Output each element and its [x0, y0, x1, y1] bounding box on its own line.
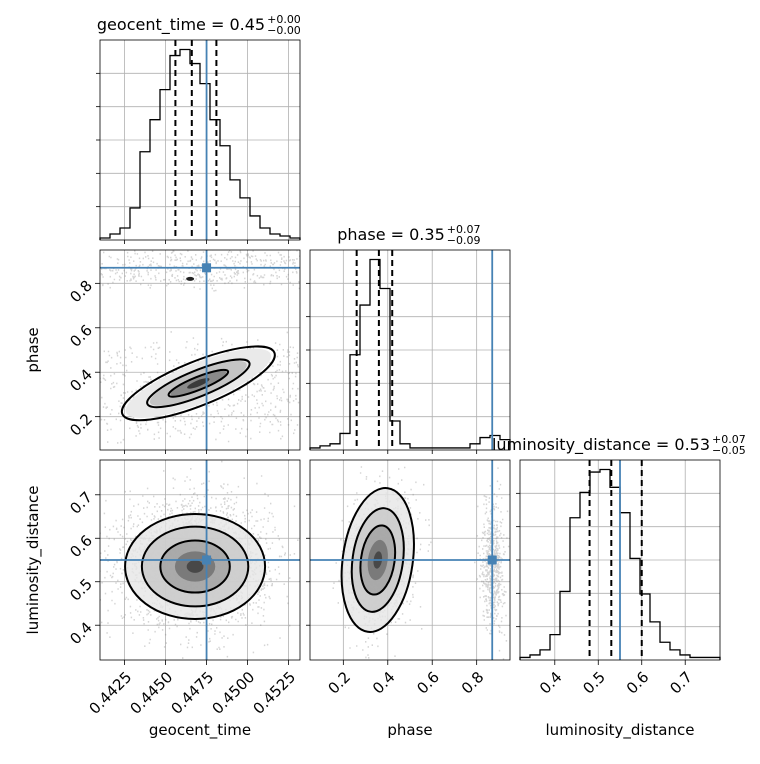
hist-step-luminosity_distance [519, 468, 721, 660]
tick-label: 0.4525 [249, 668, 299, 718]
panel-border [519, 459, 721, 661]
tick-label: 0.8 [66, 277, 96, 307]
panel-border [99, 39, 301, 241]
panel-phase-vs-luminosity_distance [309, 459, 511, 661]
inner-ticks [306, 494, 310, 626]
contour [167, 368, 230, 398]
inner-ticks [342, 450, 478, 454]
contour [159, 539, 231, 594]
tick-label: 0.5 [66, 575, 96, 605]
tick-label: 0.4 [66, 618, 96, 648]
tick-label: 0.4475 [167, 668, 217, 718]
x-axis-phase: 0.2 0.4 0.6 0.8 phase [324, 660, 487, 739]
panel-title-geocent_time: geocent_time = 0.45 +0.00−0.00 [97, 13, 301, 37]
tick-label: 0.7 [66, 488, 96, 518]
y-axis-label-phase: phase [24, 327, 42, 372]
x-axis-label-luminosity_distance: luminosity_distance [546, 721, 695, 740]
y-axis-label-luminosity_distance: luminosity_distance [24, 486, 43, 635]
panel-content [100, 460, 299, 660]
hist-step-geocent_time [99, 48, 301, 240]
contour [124, 513, 267, 621]
tick-label: 0.4450 [126, 668, 176, 718]
panel-border [309, 459, 511, 661]
panel-geocent_time-vs-luminosity_distance [99, 459, 301, 661]
hist-step-phase [309, 258, 511, 450]
tick-label: 0.6 [413, 668, 443, 698]
x-axis-label-geocent_time: geocent_time [149, 721, 251, 740]
x-axis-label-phase: phase [387, 721, 432, 739]
tick-label: 0.6 [66, 321, 96, 351]
panel-content [332, 466, 510, 660]
contour [359, 524, 397, 596]
tick-label: 0.4425 [85, 668, 135, 718]
hist-panel-luminosity_distance: luminosity_distance = 0.53 +0.07−0.05 [492, 433, 746, 661]
contour [146, 358, 251, 409]
inner-ticks [124, 450, 289, 454]
contour [140, 525, 250, 608]
panel-border [99, 249, 301, 451]
contour [340, 487, 415, 633]
title-text: phase = 0.35 [337, 225, 444, 244]
y-axis-luminosity_distance: 0.4 0.5 0.6 0.7 luminosity_distance [24, 486, 100, 648]
panel-title-luminosity_distance: luminosity_distance = 0.53 +0.07−0.05 [492, 433, 746, 457]
title-sup: +0.00 [267, 13, 301, 26]
tick-label: 0.6 [623, 668, 653, 698]
tick-label: 0.8 [458, 668, 488, 698]
tick-label: 0.7 [666, 668, 696, 698]
density-spot [186, 276, 195, 281]
truth-marker [202, 263, 212, 273]
hist-panel-geocent_time: geocent_time = 0.45 +0.00−0.00 [96, 13, 301, 241]
panel-geocent_time-vs-phase [99, 249, 301, 451]
tick-label: 0.4 [369, 668, 399, 698]
tick-label: 0.4 [66, 366, 96, 396]
panel-border [309, 249, 511, 451]
title-sub: −0.05 [712, 444, 746, 457]
y-axis-phase: 0.2 0.4 0.6 0.8 phase [24, 277, 100, 440]
title-text: luminosity_distance = 0.53 [492, 435, 710, 455]
tick-label: 0.6 [66, 532, 96, 562]
truth-marker [202, 555, 212, 565]
title-sup: +0.07 [712, 433, 746, 446]
tick-label: 0.4 [536, 668, 566, 698]
contour [350, 507, 405, 613]
density-fill [187, 378, 210, 389]
tick-label: 0.5 [579, 668, 609, 698]
title-sup: +0.07 [447, 223, 481, 236]
tick-label: 0.2 [324, 668, 354, 698]
truth-marker [487, 555, 497, 565]
density-fill [186, 560, 204, 573]
x-axis-luminosity_distance: 0.4 0.5 0.6 0.7 luminosity_distance [536, 660, 696, 740]
title-text: geocent_time = 0.45 [97, 15, 265, 35]
tick-label: 0.4500 [208, 668, 258, 718]
hist-panel-phase: phase = 0.35 +0.07−0.09 [306, 223, 511, 451]
panel-border [99, 459, 301, 661]
title-sub: −0.09 [447, 234, 481, 247]
tick-label: 0.2 [66, 410, 96, 440]
panel-title-phase: phase = 0.35 +0.07−0.09 [337, 223, 480, 247]
title-sub: −0.00 [267, 24, 301, 37]
inner-ticks [124, 240, 289, 244]
